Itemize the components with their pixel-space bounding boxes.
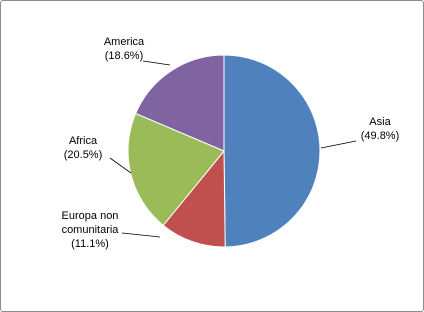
category-label: Asia xyxy=(369,116,391,128)
category-label: Europa non comunitaria xyxy=(61,210,119,236)
data-label: Europa non comunitaria (11.1%) xyxy=(44,209,136,251)
pie-slice xyxy=(162,149,226,248)
value-label: (11.1%) xyxy=(71,238,109,250)
value-label: (18.6%) xyxy=(104,50,144,62)
value-label: (20.5%) xyxy=(63,149,103,161)
data-label: Asia (49.8%) xyxy=(352,115,408,143)
data-label: Africa (20.5%) xyxy=(56,134,110,162)
pie-slice xyxy=(135,54,225,152)
data-label: America (18.6%) xyxy=(96,35,152,63)
leader-line xyxy=(320,140,357,149)
value-label: (49.8%) xyxy=(360,130,400,142)
category-label: America xyxy=(103,36,145,48)
leader-line xyxy=(121,232,161,238)
pie-slice xyxy=(127,112,225,227)
pie-slice xyxy=(223,54,321,248)
category-label: Africa xyxy=(68,135,98,147)
leader-line xyxy=(109,157,132,174)
leader-line xyxy=(142,60,171,66)
